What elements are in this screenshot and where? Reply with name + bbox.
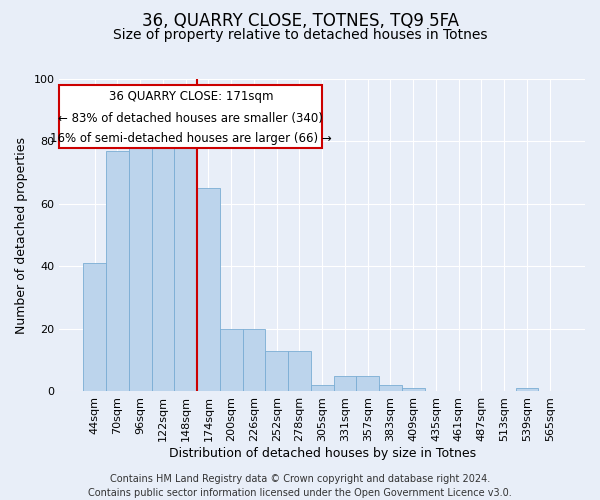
Bar bbox=[152, 126, 175, 392]
Text: 36, QUARRY CLOSE, TOTNES, TQ9 5FA: 36, QUARRY CLOSE, TOTNES, TQ9 5FA bbox=[142, 12, 458, 30]
Bar bbox=[265, 351, 288, 392]
Bar bbox=[402, 388, 425, 392]
Bar bbox=[379, 385, 402, 392]
FancyBboxPatch shape bbox=[59, 85, 322, 148]
Bar bbox=[129, 126, 152, 392]
X-axis label: Distribution of detached houses by size in Totnes: Distribution of detached houses by size … bbox=[169, 447, 476, 460]
Bar bbox=[197, 188, 220, 392]
Bar bbox=[175, 132, 197, 392]
Bar bbox=[311, 385, 334, 392]
Bar bbox=[106, 151, 129, 392]
Text: Size of property relative to detached houses in Totnes: Size of property relative to detached ho… bbox=[113, 28, 487, 42]
Text: 16% of semi-detached houses are larger (66) →: 16% of semi-detached houses are larger (… bbox=[50, 132, 332, 145]
Bar bbox=[83, 264, 106, 392]
Bar bbox=[220, 329, 242, 392]
Bar bbox=[515, 388, 538, 392]
Y-axis label: Number of detached properties: Number of detached properties bbox=[15, 136, 28, 334]
Text: Contains HM Land Registry data © Crown copyright and database right 2024.
Contai: Contains HM Land Registry data © Crown c… bbox=[88, 474, 512, 498]
Bar bbox=[288, 351, 311, 392]
Text: 36 QUARRY CLOSE: 171sqm: 36 QUARRY CLOSE: 171sqm bbox=[109, 90, 273, 102]
Text: ← 83% of detached houses are smaller (340): ← 83% of detached houses are smaller (34… bbox=[58, 112, 323, 124]
Bar bbox=[242, 329, 265, 392]
Bar bbox=[356, 376, 379, 392]
Bar bbox=[334, 376, 356, 392]
